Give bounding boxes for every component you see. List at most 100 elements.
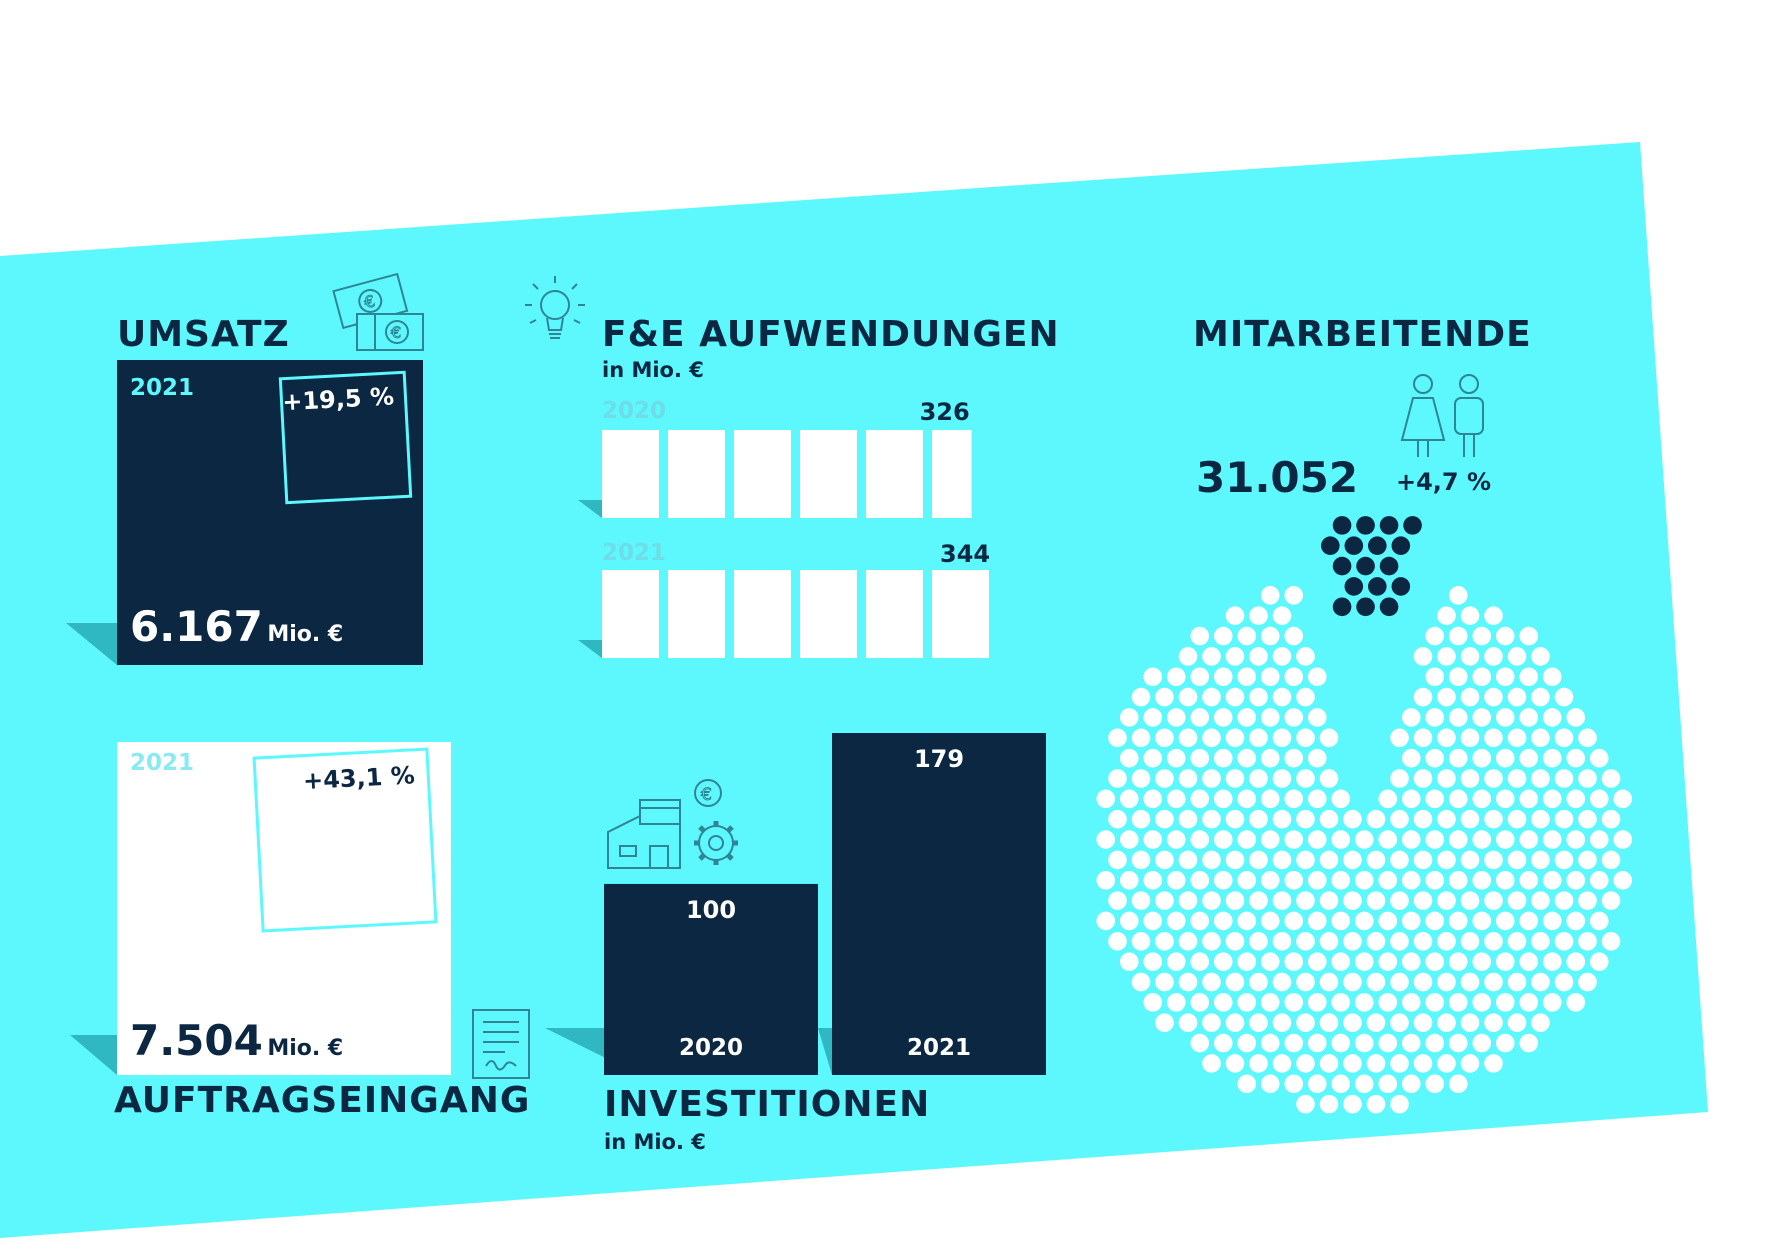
employee-dot [1566, 870, 1586, 890]
employee-dot [1378, 952, 1398, 971]
employee-dot [1237, 870, 1257, 890]
employee-dot [1484, 850, 1503, 870]
employee-dot [1249, 850, 1268, 870]
employee-dot [1143, 952, 1163, 971]
employee-dot [1202, 972, 1221, 992]
employee-dot [1319, 1094, 1339, 1114]
new-employee-dot [1321, 536, 1340, 556]
employee-dot [1484, 809, 1503, 829]
employee-dot [1108, 809, 1127, 829]
employee-dot [1354, 911, 1374, 931]
employee-dot [1166, 708, 1186, 727]
employee-dot [1260, 586, 1280, 605]
employee-dot-pie [1096, 516, 1633, 1114]
employee-dot [1425, 1074, 1445, 1094]
employee-dot [1272, 1054, 1292, 1073]
employee-dot [1448, 911, 1468, 931]
employee-dot [1213, 789, 1233, 809]
employee-dot [1378, 1033, 1398, 1053]
employee-dot [1307, 708, 1327, 727]
employee-dot [1272, 850, 1292, 870]
employee-dot [1413, 1013, 1433, 1033]
employee-dot [1331, 789, 1351, 809]
employee-dot [1096, 870, 1116, 890]
employee-dot [1566, 748, 1586, 768]
employee-dot [1519, 993, 1539, 1012]
employee-dot [1460, 972, 1480, 992]
employee-dot [1272, 809, 1292, 829]
employee-dot [1108, 932, 1127, 951]
employee-dot [1213, 870, 1233, 890]
employee-dot [1166, 952, 1186, 971]
employee-dot [1425, 993, 1445, 1012]
employee-dot [1531, 687, 1550, 707]
fue-bar-segment-2020-2 [734, 430, 791, 518]
fue-bar-segment-2021-2 [734, 570, 791, 658]
employee-dot [1401, 1074, 1421, 1094]
employee-dot [1131, 769, 1151, 788]
employee-dot [1531, 769, 1550, 788]
employee-dot [1319, 769, 1339, 788]
employee-dot [1296, 769, 1315, 788]
employee-dot [1190, 911, 1210, 931]
employee-dot [1119, 789, 1139, 809]
employee-dot [1578, 769, 1597, 788]
employee-dot [1108, 850, 1127, 870]
employee-dot [1343, 1054, 1362, 1073]
employee-dot [1155, 891, 1174, 910]
employee-dot [1213, 667, 1233, 687]
employee-dot [1119, 870, 1139, 890]
employee-dot [1495, 626, 1515, 646]
employee-dot [1143, 748, 1163, 768]
employee-dot [1284, 993, 1304, 1012]
employee-dot [1166, 993, 1186, 1012]
new-employee-dot [1379, 597, 1399, 617]
auftragseingang-value-line: 7.504 Mio. € [130, 1016, 343, 1065]
employee-dot [1178, 932, 1198, 951]
employee-dot [1413, 850, 1433, 870]
employee-dot [1260, 708, 1280, 727]
new-employee-dot [1391, 536, 1411, 556]
auftragseingang-shadow [70, 1035, 117, 1075]
employee-dot [1472, 830, 1492, 849]
employee-dot [1131, 972, 1151, 992]
employee-dot [1495, 748, 1515, 768]
employee-dot [1589, 789, 1609, 809]
employee-dot [1343, 891, 1362, 910]
fue-bar-segment-2021-0 [602, 570, 659, 658]
umsatz-shadow [66, 623, 117, 665]
employee-dot [1249, 932, 1268, 951]
employee-dot [1484, 891, 1503, 910]
employee-dot [1260, 952, 1280, 971]
employee-dot [1178, 850, 1198, 870]
employee-dot [1425, 870, 1445, 890]
auftragseingang-title: AUFTRAGSEINGANG [114, 1080, 531, 1121]
employee-dot [1331, 830, 1351, 849]
employee-dot [1472, 708, 1492, 727]
fue-shadow-2020 [578, 500, 602, 518]
new-employee-dot [1379, 516, 1399, 535]
employee-dot [1354, 1074, 1374, 1094]
employee-dot [1413, 647, 1433, 666]
employee-dot [1307, 1074, 1327, 1094]
employee-dot [1131, 850, 1151, 870]
employee-dot [1578, 932, 1597, 951]
employee-dot [1272, 1013, 1292, 1033]
employee-dot [1613, 789, 1633, 809]
employee-dot [1390, 972, 1409, 992]
mitarbeitende-value: 31.052 [1196, 453, 1359, 502]
employee-dot [1601, 850, 1621, 870]
employee-dot [1413, 891, 1433, 910]
employee-dot [1425, 952, 1445, 971]
employee-dot [1272, 972, 1292, 992]
employee-dot [1448, 993, 1468, 1012]
employee-dot [1495, 708, 1515, 727]
employee-dot [1296, 891, 1315, 910]
employee-dot [1519, 911, 1539, 931]
employee-dot [1519, 952, 1539, 971]
employee-dot [1249, 647, 1268, 666]
employee-dot [1413, 972, 1433, 992]
employee-dot [1284, 789, 1304, 809]
employee-dot [1354, 830, 1374, 849]
